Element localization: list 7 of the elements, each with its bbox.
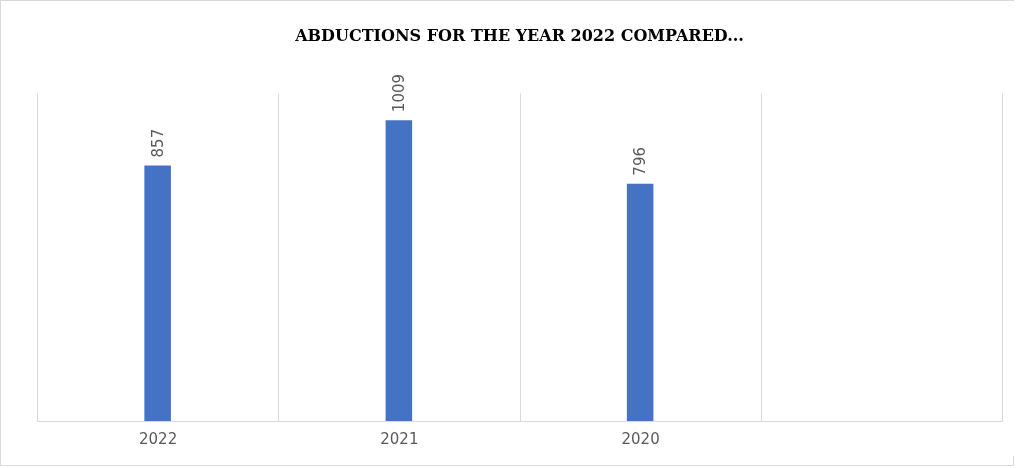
x-tick-label: 2020 (621, 429, 660, 448)
data-label: 1009 (389, 73, 408, 113)
data-label: 857 (148, 128, 167, 158)
x-tick-label: 2022 (139, 429, 178, 448)
data-label: 796 (631, 147, 650, 176)
chart-title: ABDUCTIONS FOR THE YEAR 2022 COMPARED... (294, 25, 744, 45)
x-tick-label: 2021 (380, 429, 419, 448)
